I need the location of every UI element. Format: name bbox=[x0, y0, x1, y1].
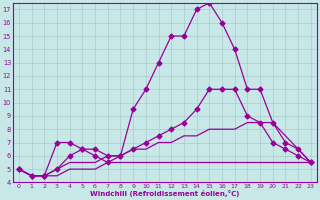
X-axis label: Windchill (Refroidissement éolien,°C): Windchill (Refroidissement éolien,°C) bbox=[90, 190, 240, 197]
